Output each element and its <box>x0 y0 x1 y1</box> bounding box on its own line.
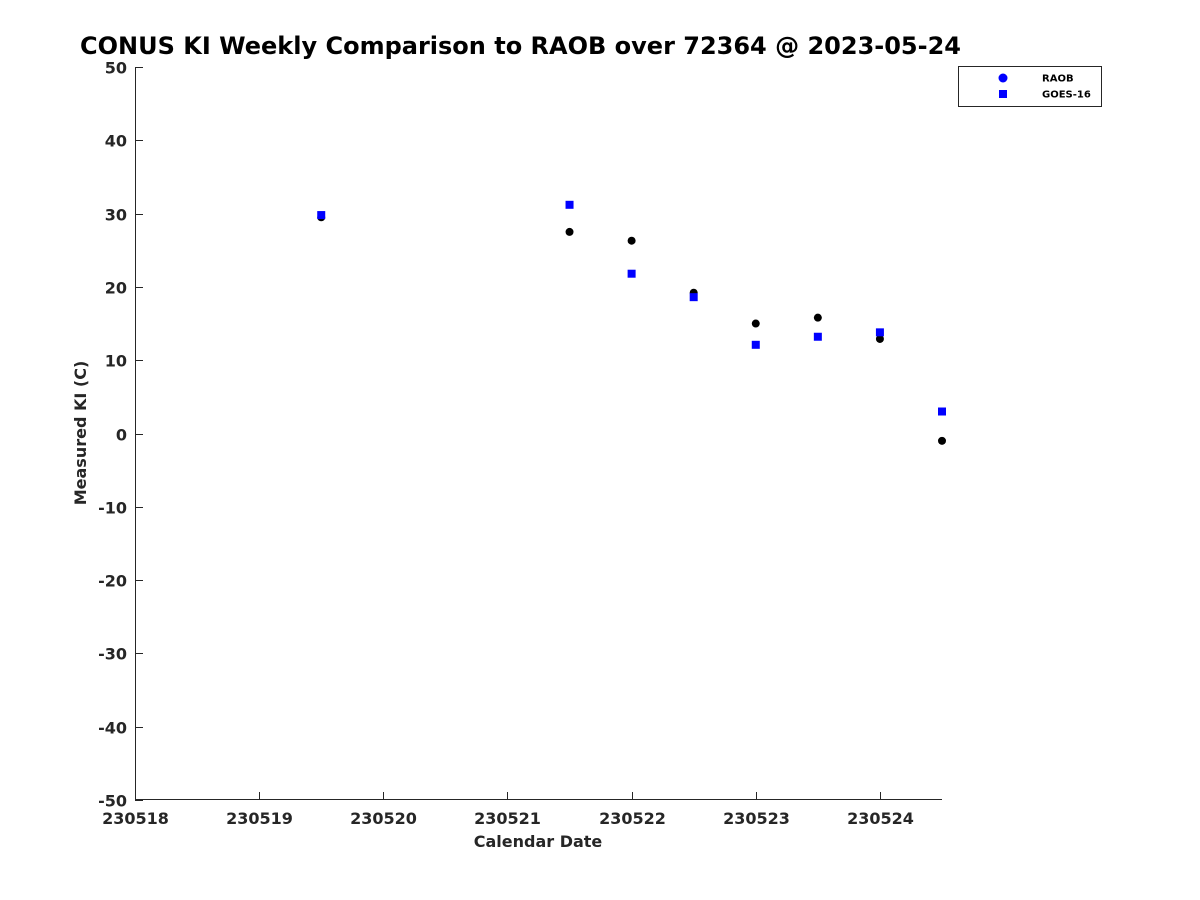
point-goes16 <box>565 200 574 209</box>
point-goes16 <box>813 332 822 341</box>
y-ticks: 50 40 30 20 10 0 -10 -20 -30 -40 -50 <box>98 59 143 811</box>
x-ticks: 230518 230519 230520 230521 230522 230523 2305… <box>102 792 914 828</box>
point-goes16 <box>627 269 636 278</box>
y-tick-label: 50 <box>105 59 127 78</box>
y-tick-label: -20 <box>98 572 127 591</box>
legend-label-raob: RAOB <box>1042 74 1074 85</box>
chart-title: CONUS KI Weekly Comparison to RAOB over … <box>80 32 961 60</box>
point-goes16 <box>689 293 698 302</box>
point-raob <box>813 313 822 322</box>
y-axis-label: Measured KI (C) <box>71 361 90 506</box>
legend-marker-goes16 <box>999 90 1007 98</box>
legend-label-goes16: GOES-16 <box>1042 90 1091 101</box>
y-tick-label: 10 <box>105 352 127 371</box>
x-tick-label: 230518 <box>102 809 169 828</box>
point-raob <box>938 436 946 445</box>
axes <box>135 67 942 800</box>
point-raob <box>565 227 574 236</box>
y-tick-label: 0 <box>116 426 127 445</box>
point-raob <box>875 334 884 343</box>
y-tick-label: -40 <box>98 719 127 738</box>
y-tick-label: -10 <box>98 499 127 518</box>
x-tick-label: 230523 <box>723 809 790 828</box>
point-goes16 <box>875 328 884 337</box>
point-goes16 <box>317 211 326 220</box>
y-tick-label: -30 <box>98 645 127 664</box>
x-tick-label: 230524 <box>847 809 914 828</box>
point-goes16 <box>938 407 946 416</box>
x-axis-label: Calendar Date <box>474 832 603 851</box>
data-points <box>317 200 946 445</box>
legend-box <box>958 66 1102 107</box>
y-tick-label: -50 <box>98 792 127 811</box>
x-tick-label: 230522 <box>599 809 666 828</box>
y-tick-label: 20 <box>105 279 127 298</box>
point-goes16 <box>751 340 760 349</box>
legend: RAOB GOES-16 <box>958 66 1102 107</box>
x-tick-label: 230519 <box>226 809 293 828</box>
legend-marker-raob <box>998 73 1008 83</box>
point-raob <box>627 236 636 245</box>
y-tick-label: 30 <box>105 206 127 225</box>
y-tick-label: 40 <box>105 132 127 151</box>
point-raob <box>751 319 760 328</box>
x-tick-label: 230520 <box>350 809 417 828</box>
x-tick-label: 230521 <box>474 809 541 828</box>
